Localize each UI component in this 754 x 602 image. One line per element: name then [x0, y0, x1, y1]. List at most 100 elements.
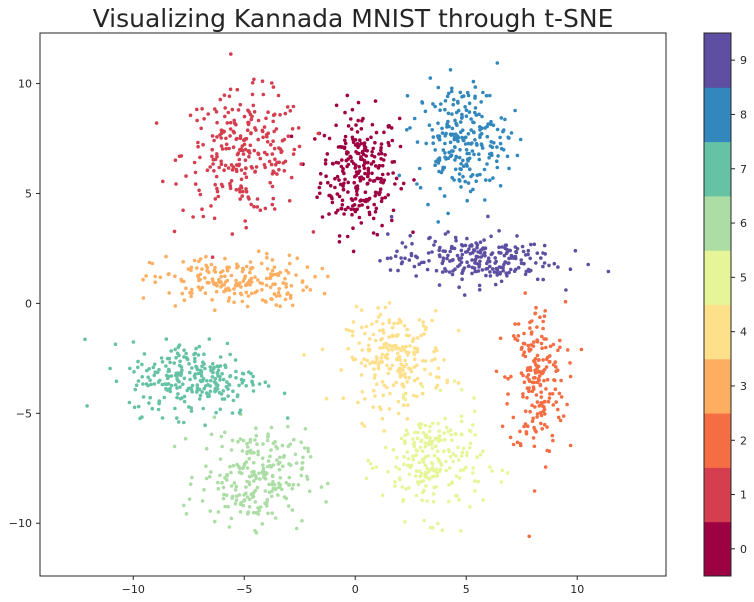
scatter-point-digit-4 [376, 306, 381, 310]
scatter-point-digit-0 [355, 130, 360, 134]
scatter-point-digit-0 [374, 206, 379, 211]
scatter-point-digit-1 [226, 110, 231, 115]
scatter-point-digit-1 [220, 147, 225, 151]
scatter-point-digit-0 [411, 230, 415, 234]
scatter-point-digit-4 [366, 343, 371, 348]
scatter-point-digit-9 [493, 282, 498, 287]
scatter-point-digit-2 [531, 344, 536, 348]
scatter-point-digit-4 [412, 346, 417, 350]
scatter-point-digit-1 [286, 134, 291, 138]
scatter-point-digit-8 [423, 109, 428, 114]
scatter-point-digit-2 [544, 365, 549, 369]
scatter-point-digit-9 [497, 245, 501, 250]
scatter-point-digit-1 [287, 199, 292, 203]
scatter-point-digit-1 [264, 133, 269, 137]
scatter-point-digit-2 [519, 371, 524, 375]
scatter-point-digit-1 [235, 136, 239, 141]
scatter-point-digit-8 [466, 141, 471, 146]
scatter-point-digit-4 [381, 331, 386, 335]
scatter-point-digit-7 [195, 383, 200, 387]
scatter-point-digit-2 [527, 386, 531, 390]
scatter-point-digit-7 [148, 378, 152, 383]
scatter-point-digit-1 [253, 126, 257, 130]
colorbar-tick-label: 0 [740, 543, 747, 556]
scatter-point-digit-4 [372, 360, 376, 365]
scatter-point-digit-0 [386, 193, 391, 197]
scatter-point-digit-8 [458, 90, 463, 95]
scatter-point-digit-0 [386, 124, 391, 128]
scatter-point-digit-8 [436, 161, 441, 165]
scatter-point-digit-1 [198, 192, 203, 197]
scatter-point-digit-4 [434, 375, 439, 379]
scatter-point-digit-5 [490, 469, 494, 473]
scatter-point-digit-1 [256, 118, 261, 123]
scatter-point-digit-5 [422, 457, 426, 462]
scatter-point-digit-6 [223, 504, 227, 509]
scatter-point-digit-8 [458, 148, 462, 152]
scatter-point-digit-8 [447, 150, 451, 155]
scatter-point-digit-9 [409, 251, 414, 256]
scatter-point-digit-6 [254, 476, 258, 481]
scatter-point-digit-5 [438, 388, 443, 393]
scatter-point-digit-0 [337, 234, 342, 238]
scatter-point-digit-3 [189, 294, 193, 299]
scatter-point-digit-4 [423, 367, 427, 372]
scatter-point-digit-4 [362, 357, 366, 362]
scatter-point-digit-4 [405, 417, 410, 421]
scatter-point-digit-1 [271, 113, 276, 117]
scatter-point-digit-0 [377, 163, 382, 168]
scatter-point-digit-5 [481, 449, 485, 454]
scatter-point-digit-5 [430, 446, 435, 451]
scatter-point-digit-4 [359, 308, 364, 313]
scatter-point-digit-4 [433, 309, 438, 313]
scatter-point-digit-6 [252, 461, 256, 465]
scatter-point-digit-6 [271, 480, 275, 484]
scatter-point-digit-8 [433, 104, 437, 109]
scatter-point-digit-2 [559, 378, 563, 383]
scatter-point-digit-1 [243, 219, 247, 223]
scatter-point-digit-2 [545, 448, 549, 453]
scatter-point-digit-8 [479, 142, 484, 146]
scatter-point-digit-9 [488, 264, 492, 269]
scatter-point-digit-3 [276, 290, 281, 295]
scatter-point-digit-9 [463, 243, 468, 248]
scatter-point-digit-2 [534, 393, 539, 397]
scatter-point-digit-1 [154, 121, 159, 125]
scatter-point-digit-4 [415, 363, 419, 368]
scatter-point-digit-4 [387, 343, 392, 348]
scatter-point-digit-9 [437, 283, 442, 287]
scatter-point-digit-1 [222, 93, 227, 97]
scatter-point-digit-5 [464, 465, 468, 470]
scatter-point-digit-9 [451, 269, 455, 273]
scatter-point-digit-7 [168, 360, 172, 365]
scatter-point-digit-2 [554, 365, 558, 369]
scatter-point-digit-8 [428, 76, 433, 80]
scatter-point-digit-4 [397, 366, 402, 371]
scatter-point-digit-3 [240, 299, 245, 304]
scatter-point-digit-5 [448, 428, 453, 432]
scatter-point-digit-5 [394, 465, 398, 469]
scatter-point-digit-8 [436, 85, 441, 90]
scatter-point-digit-3 [227, 296, 232, 300]
scatter-point-digit-0 [354, 123, 358, 127]
scatter-point-digit-7 [113, 342, 118, 347]
scatter-point-digit-3 [301, 288, 306, 293]
scatter-point-digit-6 [278, 455, 282, 460]
scatter-point-digit-2 [542, 405, 546, 409]
scatter-point-digit-1 [272, 146, 277, 151]
scatter-point-digit-5 [430, 439, 435, 444]
scatter-point-digit-8 [452, 97, 456, 102]
scatter-point-digit-5 [456, 445, 460, 450]
scatter-point-digit-4 [350, 333, 355, 338]
scatter-point-digit-0 [338, 182, 343, 187]
scatter-point-digit-0 [364, 154, 369, 158]
scatter-point-digit-8 [467, 156, 472, 161]
scatter-point-digit-9 [426, 251, 431, 255]
scatter-point-digit-7 [212, 380, 217, 384]
scatter-point-digit-9 [460, 271, 464, 276]
colorbar-swatch-0 [704, 521, 731, 577]
scatter-point-digit-5 [425, 499, 430, 503]
scatter-point-digit-0 [357, 151, 361, 156]
scatter-point-digit-9 [542, 261, 547, 265]
scatter-point-digit-7 [266, 384, 271, 388]
